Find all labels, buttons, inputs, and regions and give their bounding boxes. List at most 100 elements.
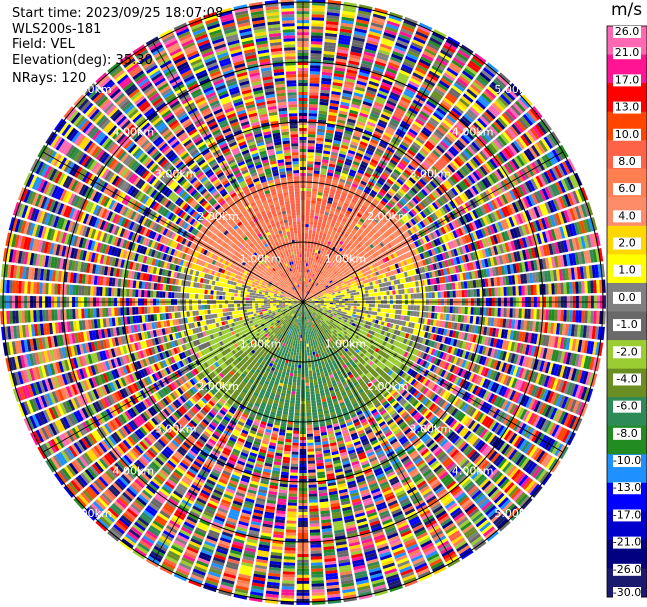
ray-gate — [323, 192, 329, 197]
ray-gate — [365, 297, 369, 301]
ray-gate — [311, 254, 315, 259]
ray-gate — [518, 285, 522, 296]
ray-gate — [410, 305, 414, 311]
ray-gate — [458, 290, 462, 298]
ray-gate — [338, 295, 342, 298]
ray-gate — [346, 312, 350, 316]
ray-gate — [335, 306, 339, 309]
ray-gate — [401, 310, 405, 315]
ray-gate — [326, 303, 330, 306]
ray-gate — [309, 98, 319, 102]
ray-gate — [338, 299, 342, 301]
ray-gate — [370, 289, 375, 293]
ray-gate — [373, 311, 378, 316]
ray-gate — [436, 313, 441, 320]
ray-gate — [335, 304, 339, 307]
ray-gate — [349, 313, 353, 317]
ray-gate — [349, 290, 354, 294]
ray-gate — [304, 239, 308, 243]
ray-gate — [388, 313, 393, 319]
ray-gate — [304, 287, 306, 291]
ray-gate — [370, 311, 375, 315]
ray-gate — [338, 308, 342, 311]
ray-gate — [319, 210, 325, 215]
ray-gate — [533, 284, 537, 295]
ray-gate — [306, 281, 308, 285]
ray-gate — [350, 305, 354, 309]
ray-gate — [310, 269, 313, 274]
ray-gate — [312, 182, 319, 186]
ray-gate — [309, 254, 312, 258]
ray-gate — [305, 209, 310, 213]
ray-gate — [342, 92, 352, 98]
ray-gate — [332, 84, 343, 90]
ray-gate — [306, 284, 309, 288]
ray-gate — [382, 287, 387, 292]
ray-gate — [391, 314, 396, 319]
ray-gate — [332, 145, 340, 151]
ray-gate — [344, 77, 356, 83]
ray-gate — [305, 206, 311, 210]
ray-gate — [326, 126, 335, 131]
ray-gate — [431, 292, 435, 299]
ray-gate — [324, 38, 337, 44]
ray-gate — [563, 309, 567, 322]
ray-gate — [322, 65, 333, 70]
ray-gate — [345, 314, 349, 318]
ray-gate — [352, 311, 357, 315]
ray-gate — [380, 304, 384, 309]
ray-gate — [373, 288, 378, 293]
ray-gate — [308, 113, 318, 117]
ray-gate — [376, 312, 381, 316]
ray-gate — [326, 20, 339, 26]
ray-gate — [530, 284, 534, 296]
ray-gate — [341, 305, 345, 308]
ray-gate — [413, 305, 417, 311]
ray-gate — [316, 225, 321, 229]
ray-gate — [509, 286, 513, 296]
ray-gate — [319, 95, 330, 100]
ray-gate — [310, 41, 323, 45]
ray-gate — [470, 307, 474, 315]
ray-gate — [551, 309, 555, 321]
ray-gate — [308, 134, 316, 138]
ray-gate — [303, 275, 306, 279]
ray-gate — [352, 289, 357, 293]
ray-gate — [326, 299, 330, 302]
ray-gate — [407, 310, 411, 316]
ray-gate — [306, 176, 313, 180]
ray-gate — [309, 251, 313, 255]
ray-gate — [311, 233, 316, 238]
ray-gate — [311, 14, 325, 18]
ray-gate — [311, 236, 315, 241]
ray-gate — [339, 28, 353, 34]
ray-gate — [306, 185, 312, 189]
ray-gate — [348, 57, 361, 63]
ray-gate — [530, 308, 534, 320]
ray-gate — [311, 20, 324, 24]
ray-gate — [314, 212, 320, 217]
ray-gate — [305, 284, 307, 288]
ray-gate — [430, 285, 435, 292]
ray-gate — [433, 284, 438, 292]
ray-gate — [327, 9, 341, 14]
ray-gate — [323, 300, 327, 302]
ray-gate — [325, 29, 338, 35]
ray-gate — [306, 170, 313, 174]
ray-gate — [343, 1, 357, 7]
ray-gate — [306, 257, 309, 261]
ray-gate — [318, 116, 327, 121]
ray-gate — [338, 37, 351, 43]
ray-gate — [371, 296, 375, 300]
ray-gate — [306, 251, 310, 255]
ray-gate — [311, 32, 324, 36]
ray-gate — [449, 306, 453, 314]
ray-gate — [322, 195, 328, 200]
ray-gate — [488, 287, 492, 297]
ray-gate — [333, 139, 341, 145]
ray-gate — [488, 307, 492, 317]
ray-gate — [309, 215, 314, 219]
ray-gate — [434, 291, 438, 298]
ray-gate — [404, 294, 408, 299]
ray-gate — [382, 312, 387, 317]
